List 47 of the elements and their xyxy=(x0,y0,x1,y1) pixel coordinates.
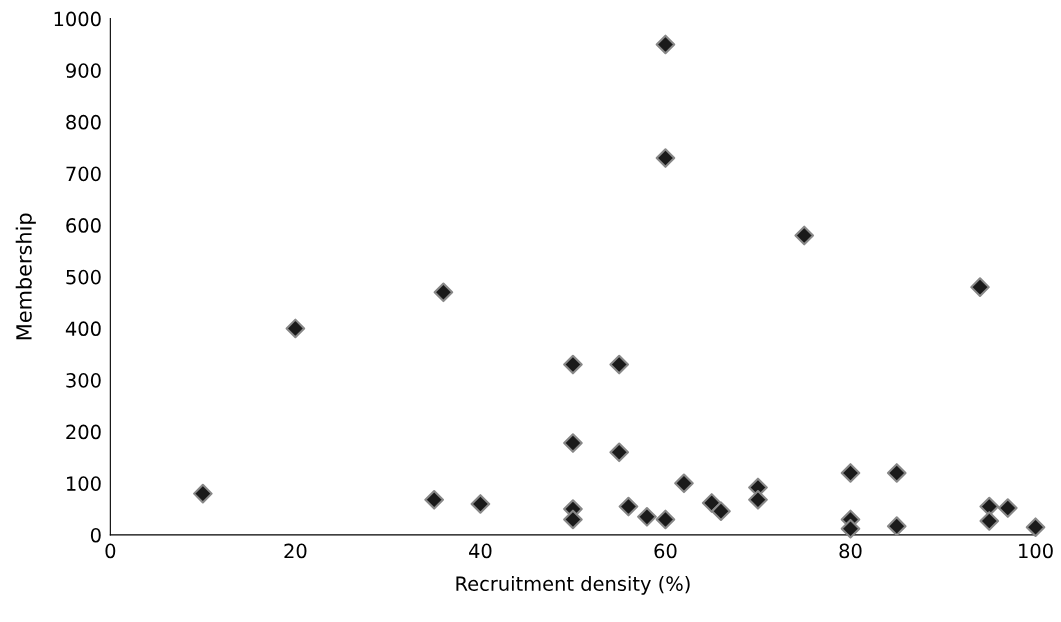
x-tick-label: 40 xyxy=(469,543,492,559)
point xyxy=(970,277,990,297)
point xyxy=(470,494,491,514)
point xyxy=(563,354,583,375)
x-axis-title: Recruitment density (%) xyxy=(456,575,690,595)
y-tick-label: 1000 xyxy=(54,11,101,27)
y-tick-label: 800 xyxy=(66,114,101,130)
y-tick-label: 600 xyxy=(66,218,101,233)
point xyxy=(794,225,815,246)
y-tick-label: 300 xyxy=(66,373,101,388)
point xyxy=(1025,517,1046,537)
point xyxy=(840,518,861,539)
point xyxy=(424,489,444,510)
point xyxy=(563,509,583,530)
y-axis-title: Membership xyxy=(15,213,36,340)
point xyxy=(711,501,731,521)
point xyxy=(618,496,639,517)
point xyxy=(886,463,907,483)
y-tick-label: 900 xyxy=(66,63,101,78)
y-tick-label: 700 xyxy=(66,166,101,182)
y-tick-label: 400 xyxy=(65,321,101,337)
point xyxy=(840,463,861,483)
point xyxy=(637,507,657,527)
point xyxy=(433,282,454,303)
x-tick-label: 60 xyxy=(654,543,677,559)
point xyxy=(609,354,630,375)
point xyxy=(285,318,306,339)
point xyxy=(609,442,630,463)
point xyxy=(563,433,583,453)
x-tick-label: 0 xyxy=(105,543,116,559)
point xyxy=(655,34,676,55)
y-tick-label: 0 xyxy=(90,527,101,543)
x-tick-label: 80 xyxy=(839,543,862,559)
point xyxy=(997,498,1018,518)
point xyxy=(193,483,213,504)
y-tick-label: 200 xyxy=(66,424,101,440)
point xyxy=(655,148,676,168)
point xyxy=(979,511,1000,531)
y-tick-label: 500 xyxy=(66,269,101,285)
y-tick-label: 100 xyxy=(67,476,101,491)
x-tick-label: 100 xyxy=(1019,543,1053,559)
point xyxy=(674,473,694,494)
point xyxy=(979,496,1000,517)
point xyxy=(886,516,907,536)
point xyxy=(655,509,676,530)
point xyxy=(748,489,768,510)
x-tick-label: 20 xyxy=(284,543,307,559)
